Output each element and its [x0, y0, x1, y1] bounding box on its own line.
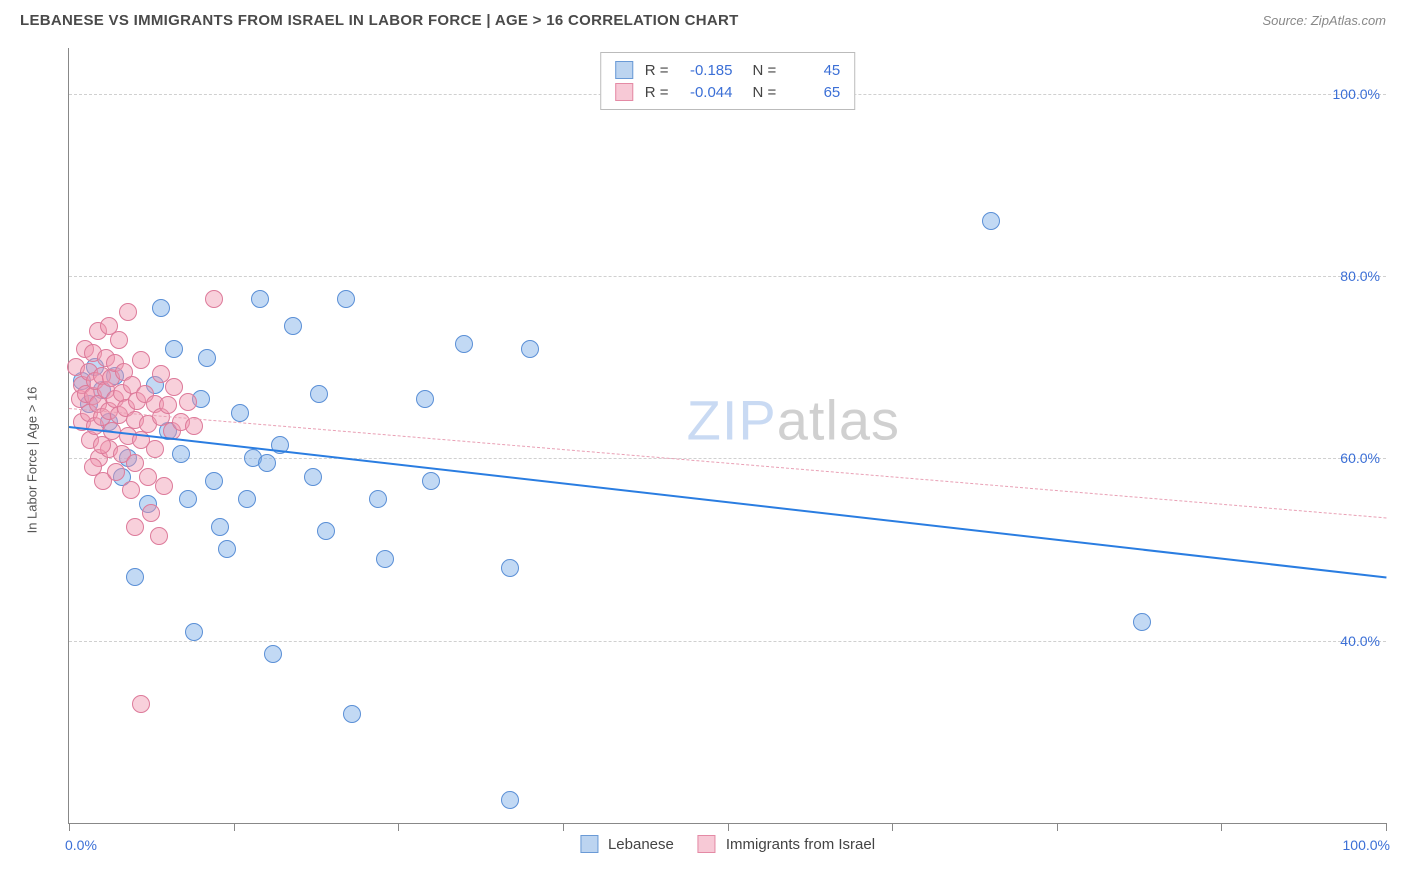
data-point-lebanese — [172, 445, 190, 463]
data-point-lebanese — [982, 212, 1000, 230]
x-axis-tick — [1386, 823, 1387, 831]
n-value-lebanese: 45 — [784, 62, 840, 79]
swatch-israel — [615, 83, 633, 101]
data-point-israel — [205, 290, 223, 308]
source-attribution: Source: ZipAtlas.com — [1262, 13, 1386, 28]
data-point-lebanese — [310, 385, 328, 403]
chart-container: In Labor Force | Age > 16 R = -0.185 N =… — [20, 48, 1386, 872]
grid-line — [69, 276, 1386, 277]
data-point-lebanese — [455, 335, 473, 353]
n-value-israel: 65 — [784, 84, 840, 101]
series-legend: Lebanese Immigrants from Israel — [580, 835, 875, 853]
r-label: R = — [645, 84, 669, 101]
r-value-israel: -0.044 — [677, 84, 733, 101]
data-point-lebanese — [264, 645, 282, 663]
data-point-israel — [126, 518, 144, 536]
data-point-lebanese — [231, 404, 249, 422]
watermark-zip: ZIP — [687, 389, 777, 452]
data-point-lebanese — [152, 299, 170, 317]
data-point-israel — [122, 481, 140, 499]
data-point-lebanese — [126, 568, 144, 586]
legend-row-lebanese: R = -0.185 N = 45 — [615, 59, 841, 81]
x-axis-tick — [892, 823, 893, 831]
legend-label-lebanese: Lebanese — [608, 836, 674, 853]
data-point-lebanese — [501, 791, 519, 809]
y-axis-gridline-label: 80.0% — [1340, 268, 1380, 284]
data-point-israel — [119, 303, 137, 321]
data-point-israel — [132, 351, 150, 369]
x-axis-tick — [398, 823, 399, 831]
x-axis-tick — [728, 823, 729, 831]
data-point-lebanese — [251, 290, 269, 308]
data-point-lebanese — [179, 490, 197, 508]
n-label: N = — [753, 84, 777, 101]
data-point-israel — [132, 695, 150, 713]
r-value-lebanese: -0.185 — [677, 62, 733, 79]
data-point-lebanese — [198, 349, 216, 367]
n-label: N = — [753, 62, 777, 79]
y-axis-gridline-label: 40.0% — [1340, 633, 1380, 649]
data-point-lebanese — [422, 472, 440, 490]
data-point-lebanese — [165, 340, 183, 358]
x-axis-tick — [1057, 823, 1058, 831]
data-point-lebanese — [317, 522, 335, 540]
plot-area: R = -0.185 N = 45 R = -0.044 N = 65 ZIPa… — [68, 48, 1386, 824]
data-point-israel — [159, 396, 177, 414]
x-axis-tick — [563, 823, 564, 831]
data-point-lebanese — [238, 490, 256, 508]
data-point-israel — [165, 378, 183, 396]
data-point-lebanese — [337, 290, 355, 308]
x-axis-tick — [69, 823, 70, 831]
data-point-lebanese — [376, 550, 394, 568]
data-point-israel — [100, 317, 118, 335]
data-point-israel — [150, 527, 168, 545]
data-point-lebanese — [211, 518, 229, 536]
data-point-lebanese — [304, 468, 322, 486]
x-axis-min-label: 0.0% — [65, 837, 97, 853]
watermark-atlas: atlas — [777, 389, 900, 452]
legend-item-israel: Immigrants from Israel — [698, 835, 875, 853]
x-axis-tick — [1221, 823, 1222, 831]
data-point-lebanese — [284, 317, 302, 335]
legend-label-israel: Immigrants from Israel — [726, 836, 875, 853]
r-label: R = — [645, 62, 669, 79]
y-axis-title: In Labor Force | Age > 16 — [25, 387, 40, 534]
data-point-lebanese — [205, 472, 223, 490]
swatch-lebanese — [580, 835, 598, 853]
watermark: ZIPatlas — [687, 388, 900, 453]
data-point-israel — [155, 477, 173, 495]
data-point-lebanese — [521, 340, 539, 358]
data-point-lebanese — [501, 559, 519, 577]
data-point-lebanese — [258, 454, 276, 472]
swatch-israel — [698, 835, 716, 853]
data-point-lebanese — [369, 490, 387, 508]
data-point-israel — [93, 436, 111, 454]
data-point-israel — [179, 393, 197, 411]
y-axis-gridline-label: 60.0% — [1340, 450, 1380, 466]
legend-row-israel: R = -0.044 N = 65 — [615, 81, 841, 103]
x-axis-max-label: 100.0% — [1343, 837, 1390, 853]
x-axis-tick — [234, 823, 235, 831]
regression-line-lebanese — [69, 426, 1386, 578]
data-point-israel — [185, 417, 203, 435]
data-point-lebanese — [218, 540, 236, 558]
y-axis-gridline-label: 100.0% — [1333, 86, 1380, 102]
data-point-israel — [142, 504, 160, 522]
data-point-lebanese — [185, 623, 203, 641]
data-point-lebanese — [1133, 613, 1151, 631]
data-point-lebanese — [343, 705, 361, 723]
correlation-legend: R = -0.185 N = 45 R = -0.044 N = 65 — [600, 52, 856, 110]
data-point-israel — [146, 440, 164, 458]
grid-line — [69, 641, 1386, 642]
data-point-israel — [107, 463, 125, 481]
swatch-lebanese — [615, 61, 633, 79]
data-point-israel — [84, 458, 102, 476]
data-point-lebanese — [416, 390, 434, 408]
chart-title: LEBANESE VS IMMIGRANTS FROM ISRAEL IN LA… — [20, 12, 739, 29]
legend-item-lebanese: Lebanese — [580, 835, 674, 853]
